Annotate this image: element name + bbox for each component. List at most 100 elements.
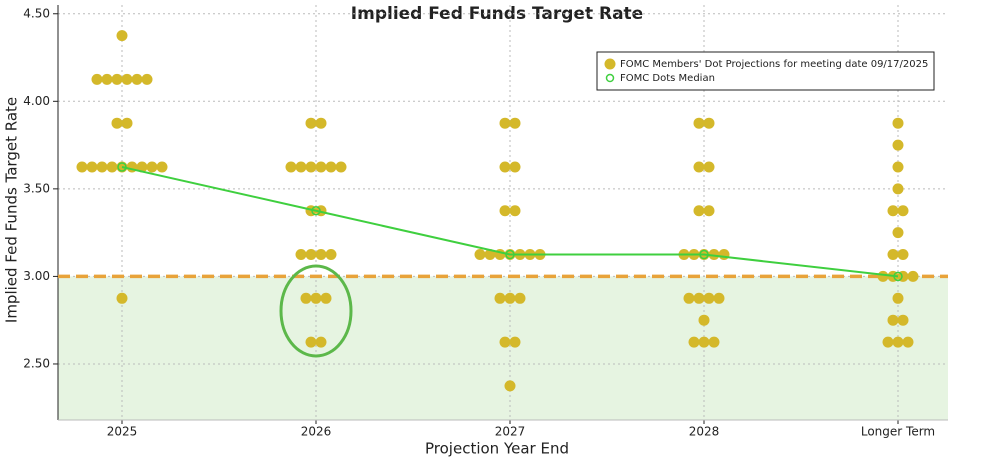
dot [141,73,153,85]
dot [325,249,337,261]
dot [509,205,521,217]
dot [509,117,521,129]
x-tick-label: Longer Term [861,425,935,439]
dot [111,73,123,85]
dot [121,73,133,85]
dot [693,117,705,129]
dot [693,205,705,217]
dot [146,161,158,173]
dot [116,30,128,42]
dot [315,117,327,129]
dot [285,161,297,173]
highlight-ellipse [279,264,353,358]
dot [101,73,113,85]
dot [902,336,914,348]
y-tick-label: 4.50 [23,6,50,20]
dot [106,161,118,173]
dot [300,292,312,304]
dot [892,161,904,173]
dot [514,292,526,304]
dot [892,336,904,348]
dot [116,292,128,304]
dot [494,292,506,304]
dot [86,161,98,173]
dot [887,249,899,261]
dot [703,117,715,129]
dot [335,161,347,173]
dot [907,270,919,282]
dot [96,161,108,173]
dot [698,336,710,348]
dot [509,161,521,173]
dot [892,292,904,304]
y-tick-label: 3.00 [23,269,50,283]
dot [708,336,720,348]
dot [320,292,332,304]
dot [718,249,730,261]
dot [156,161,168,173]
dot [887,205,899,217]
dot [315,336,327,348]
dot [504,292,516,304]
x-tick-label: 2028 [689,425,720,439]
dot [305,117,317,129]
y-tick-label: 3.50 [23,181,50,195]
dot [897,205,909,217]
chart-title: Implied Fed Funds Target Rate [351,4,643,24]
dot [897,249,909,261]
dot [315,161,327,173]
dot [499,117,511,129]
median-marker [311,205,321,216]
legend-box [596,51,935,91]
dot [91,73,103,85]
dot [131,73,143,85]
dot [877,270,889,282]
dot [703,292,715,304]
dot [688,336,700,348]
plot-area: 2025 2026 2027 2028 Longer Term 2.50 3.00 3.50 4… [23,5,948,439]
legend-label: FOMC Members' Dot Projections for meetin… [620,59,928,70]
dot [683,292,695,304]
median-marker [117,162,127,172]
dot [136,161,148,173]
dot [121,117,133,129]
dot [305,249,317,261]
dot [892,117,904,129]
dot [474,249,486,261]
dot [713,292,725,304]
dot [892,227,904,239]
dot [693,292,705,304]
dot [703,205,715,217]
y-axis-label: Implied Fed Funds Target Rate [3,97,21,323]
legend-marker [604,58,616,70]
legend-label: FOMC Dots Median [620,73,715,84]
y-tick-label: 4.00 [23,94,50,108]
dot [295,249,307,261]
x-tick-label: 2027 [495,425,526,439]
legend: FOMC Members' Dot Projections for meetin… [596,51,935,91]
dot [499,336,511,348]
dot [693,161,705,173]
median-marker [893,271,903,282]
dot [295,161,307,173]
dot [887,314,899,326]
dot [310,292,322,304]
y-tick-label: 2.50 [23,356,50,370]
x-tick-label: 2026 [301,425,332,439]
dot [504,380,516,392]
legend-marker [605,73,615,83]
dot [892,139,904,151]
dot [882,336,894,348]
x-axis-label: Projection Year End [425,440,569,458]
median-line [121,165,899,278]
dot [315,249,327,261]
dot [509,336,521,348]
dot [703,161,715,173]
median-marker [699,249,709,260]
dot [111,117,123,129]
dot [305,336,317,348]
dot [305,161,317,173]
x-tick-label: 2025 [107,425,138,439]
dot [708,249,720,261]
